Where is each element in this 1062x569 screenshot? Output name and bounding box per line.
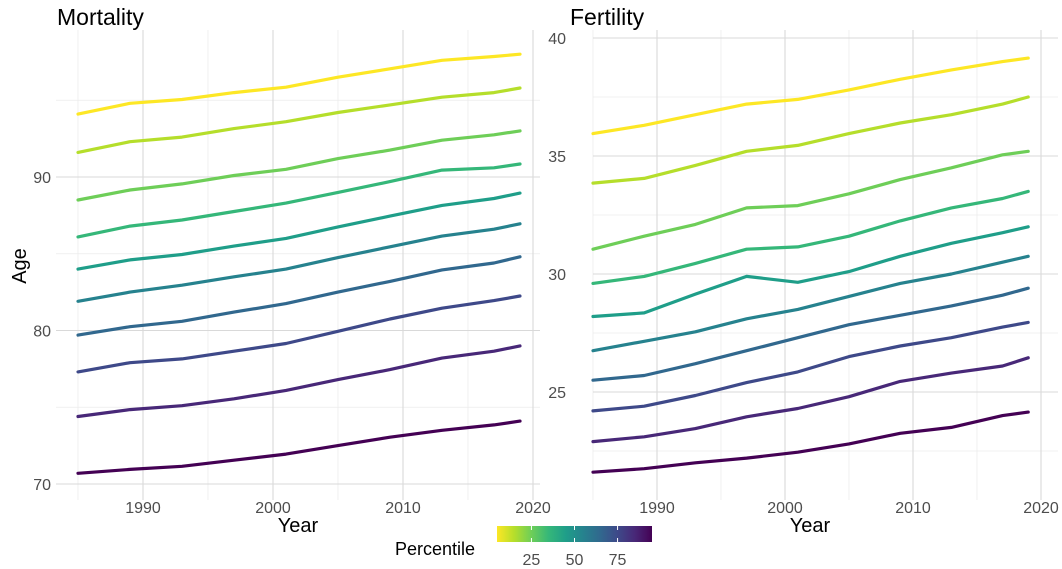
- mortality-line-p45: [76, 222, 522, 303]
- mortality-line-p65: [76, 162, 522, 239]
- fertility-line-p5: [591, 410, 1030, 474]
- fertility-line-p95: [591, 56, 1030, 136]
- mortality-line-p15: [76, 344, 522, 419]
- fertility-y-tick-label: 35: [548, 149, 566, 166]
- mortality-line-p55: [76, 191, 522, 271]
- fertility-x-tick-label: 2020: [1023, 500, 1059, 517]
- fertility-line-p15: [591, 356, 1030, 444]
- legend-title: Percentile: [395, 539, 475, 559]
- mortality-x-tick-label: 2020: [515, 500, 551, 517]
- fertility-line-p75: [591, 149, 1030, 251]
- mortality-y-tick-label: 70: [33, 477, 51, 494]
- legend: Percentile 25 50 75: [395, 526, 652, 569]
- mortality-line-p95: [76, 52, 522, 116]
- legend-colorbar: [497, 526, 652, 542]
- fertility-x-tick-label: 1990: [639, 500, 675, 517]
- mortality-y-tick-label: 80: [33, 324, 51, 341]
- mortality-title: Mortality: [57, 4, 144, 30]
- fertility-line-p45: [591, 254, 1030, 353]
- mortality-line-p75: [76, 129, 522, 202]
- fertility-line-p55: [591, 225, 1030, 319]
- legend-tick-label: 25: [523, 552, 541, 569]
- legend-tick-label: 75: [609, 552, 627, 569]
- mortality-y-axis-title: Age: [9, 248, 31, 284]
- fertility-title: Fertility: [570, 4, 645, 30]
- mortality-x-tick-label: 2000: [255, 500, 291, 517]
- fertility-x-tick-label: 2010: [895, 500, 931, 517]
- fertility-line-p35: [591, 286, 1030, 382]
- mortality-line-p35: [76, 255, 522, 337]
- fertility-line-p65: [591, 189, 1030, 285]
- mortality-y-tick-label: 90: [33, 170, 51, 187]
- mortality-line-p85: [76, 86, 522, 154]
- fertility-line-p85: [591, 95, 1030, 185]
- mortality-line-p5: [76, 419, 522, 475]
- mortality-x-tick-label: 1990: [125, 500, 161, 517]
- mortality-panel: 1990 2000 2010 2020 70 80 90 Mortality Year Age: [9, 4, 551, 537]
- fertility-y-tick-label: 30: [548, 267, 566, 284]
- fertility-y-tick-label: 40: [548, 31, 566, 48]
- fertility-line-p25: [591, 320, 1030, 413]
- mortality-line-p25: [76, 294, 522, 374]
- mortality-x-axis-title: Year: [278, 515, 319, 537]
- fertility-x-tick-label: 2000: [767, 500, 803, 517]
- legend-tick-label: 50: [566, 552, 584, 569]
- fertility-x-axis-title: Year: [790, 515, 831, 537]
- mortality-x-tick-label: 2010: [385, 500, 421, 517]
- fertility-y-tick-label: 25: [548, 385, 566, 402]
